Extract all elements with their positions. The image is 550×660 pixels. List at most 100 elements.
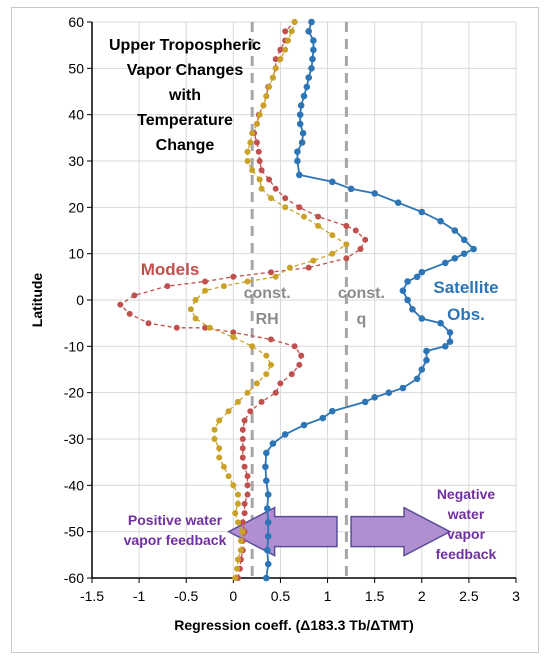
data-point xyxy=(310,46,317,54)
data-point xyxy=(241,500,248,507)
y-tick-label: -50 xyxy=(64,524,84,540)
data-point xyxy=(460,250,468,257)
data-point xyxy=(409,306,416,313)
data-point xyxy=(286,264,293,271)
series-label-satellite: Obs. xyxy=(447,305,485,324)
data-point xyxy=(282,195,289,202)
data-point xyxy=(244,278,251,285)
data-point xyxy=(298,139,306,146)
data-point xyxy=(296,120,304,128)
data-point xyxy=(301,213,307,220)
negative-feedback-label: feedback xyxy=(436,546,497,562)
data-point xyxy=(277,380,284,387)
data-point xyxy=(253,380,260,387)
x-axis-title: Regression coeff. (Δ183.3 Tb/ΔTMT) xyxy=(174,617,414,633)
data-point xyxy=(244,482,251,489)
data-point xyxy=(220,463,227,470)
data-point xyxy=(343,241,350,248)
data-point xyxy=(239,426,246,433)
y-tick-label: -40 xyxy=(64,477,84,493)
positive-feedback-arrow xyxy=(227,506,338,557)
data-point xyxy=(470,245,477,253)
reference-line-label: q xyxy=(357,311,367,328)
series xyxy=(117,18,477,582)
data-point xyxy=(371,394,379,401)
data-point xyxy=(294,157,301,165)
data-point xyxy=(263,477,270,485)
data-point xyxy=(258,167,265,174)
series-label-models: Models xyxy=(141,260,200,279)
data-point xyxy=(269,74,276,81)
series-group xyxy=(187,19,350,581)
data-point xyxy=(437,319,444,327)
data-point xyxy=(234,565,241,572)
data-point xyxy=(272,56,279,63)
data-point xyxy=(347,185,355,193)
chart-title: Upper Tropospheric xyxy=(109,37,261,54)
data-point xyxy=(413,273,421,281)
x-tick-label: 1.5 xyxy=(365,588,385,604)
data-point xyxy=(145,320,152,327)
data-point xyxy=(264,533,272,540)
data-point xyxy=(305,28,313,35)
data-point xyxy=(256,111,263,118)
data-point xyxy=(268,195,274,202)
data-point xyxy=(442,259,449,267)
data-point xyxy=(256,158,263,164)
data-point xyxy=(117,301,124,308)
x-tick-label: 2.5 xyxy=(459,588,479,604)
data-point xyxy=(230,334,237,341)
data-point xyxy=(241,417,248,424)
y-tick-label: -30 xyxy=(64,431,84,447)
reference-line-label: RH xyxy=(256,311,279,328)
data-point xyxy=(418,268,426,276)
data-point xyxy=(277,56,284,63)
data-point xyxy=(298,352,305,359)
data-point xyxy=(263,574,270,582)
data-point xyxy=(399,287,407,295)
data-point xyxy=(192,315,199,322)
data-point xyxy=(399,384,407,392)
data-point xyxy=(263,449,270,457)
data-point xyxy=(258,398,265,405)
reference-line-label: const. xyxy=(338,285,385,302)
data-point xyxy=(230,329,237,336)
data-point xyxy=(282,28,289,35)
data-point xyxy=(404,278,411,285)
feedback-arrows: Positive water vapor feedback Negative wate… xyxy=(124,486,497,562)
data-point xyxy=(216,417,223,424)
data-point xyxy=(300,421,308,429)
data-point xyxy=(239,436,246,442)
negative-feedback-arrow xyxy=(350,506,452,557)
data-point xyxy=(202,324,209,331)
y-tick-label: 50 xyxy=(68,60,84,76)
x-tick-label: -1 xyxy=(133,588,146,604)
data-point xyxy=(418,208,426,216)
data-point xyxy=(291,343,298,350)
data-point xyxy=(258,185,265,192)
data-point xyxy=(281,431,289,438)
data-point xyxy=(272,389,279,396)
x-tick-label: 0.5 xyxy=(271,588,291,604)
data-point xyxy=(235,491,241,498)
chart-title: Vapor Changes xyxy=(127,62,244,79)
x-tick-label: 2 xyxy=(418,588,426,604)
data-point xyxy=(264,519,272,526)
data-point xyxy=(244,148,251,155)
positive-feedback-label: Positive water xyxy=(128,512,223,528)
data-point xyxy=(343,255,350,262)
data-point xyxy=(299,129,307,137)
data-point xyxy=(241,463,248,470)
data-point xyxy=(232,575,239,581)
data-point xyxy=(269,440,277,447)
data-point xyxy=(303,83,311,91)
data-point xyxy=(235,500,241,507)
y-tick-label: 40 xyxy=(68,107,84,123)
data-point xyxy=(211,426,218,433)
x-tick-label: -0.5 xyxy=(174,588,198,604)
data-point xyxy=(235,519,241,526)
x-tick-label: 0 xyxy=(229,588,237,604)
data-point xyxy=(297,102,305,109)
data-point xyxy=(319,414,327,422)
